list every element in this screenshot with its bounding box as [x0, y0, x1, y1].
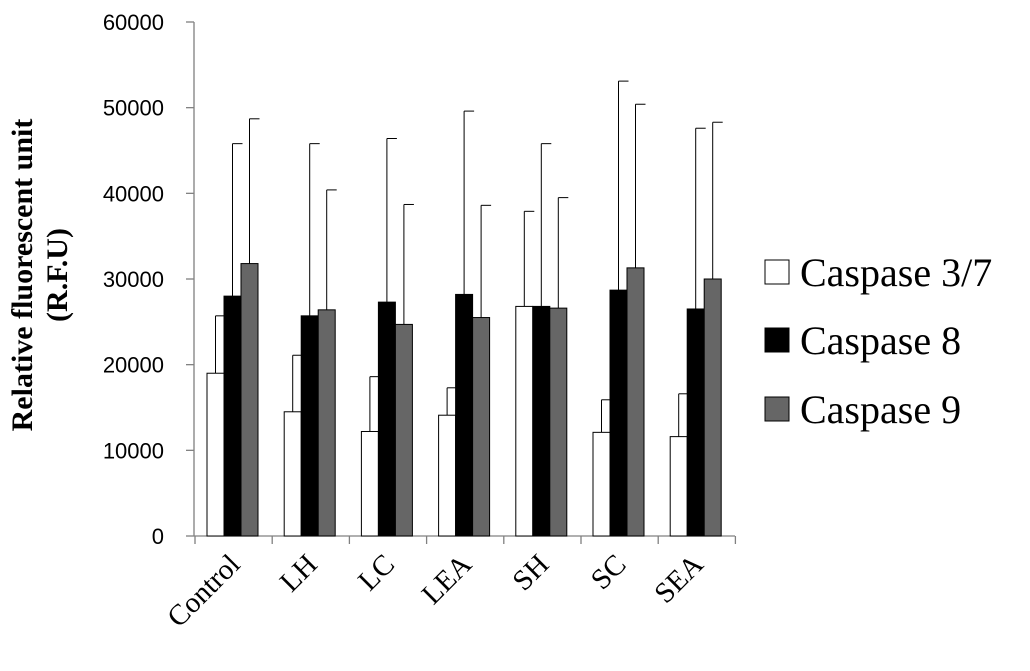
- bar-caspase-9-control: [240, 263, 259, 537]
- bar-caspase-9-sc: [626, 267, 645, 537]
- bar-caspase-3-7-lc: [360, 430, 379, 537]
- x-tick-label: LH: [274, 548, 324, 598]
- bar-caspase-8-sc: [609, 289, 628, 537]
- bar-caspase-9-lea: [472, 317, 491, 537]
- legend-swatch-caspase-8: [764, 327, 790, 353]
- x-tick-label: SEA: [648, 548, 709, 609]
- bar-caspase-3-7-control: [206, 372, 225, 537]
- y-tick-label: 40000: [103, 181, 164, 206]
- bar-caspase-8-lh: [300, 315, 319, 537]
- bar-caspase-8-sea: [686, 308, 705, 537]
- legend-label: Caspase 9: [800, 387, 961, 432]
- bar-caspase-8-lc: [377, 301, 396, 537]
- bar-caspase-9-sh: [549, 307, 568, 537]
- bar-caspase-8-control: [223, 295, 242, 537]
- x-tick-label: SH: [507, 548, 556, 597]
- bar-caspase-8-lea: [455, 293, 474, 537]
- x-tick-label: SC: [585, 548, 633, 596]
- bar-caspase-3-7-lh: [283, 411, 302, 537]
- legend-label: Caspase 8: [800, 318, 961, 363]
- bar-caspase-9-lh: [317, 309, 336, 537]
- y-axis-label-unit: (R.F.U): [41, 228, 74, 322]
- legend-swatch-caspase-3-7: [764, 259, 790, 285]
- y-tick-label: 0: [152, 524, 164, 549]
- y-tick-label: 10000: [103, 438, 164, 463]
- y-axis-label: Relative fluorescent unit: [6, 119, 39, 432]
- bar-caspase-3-7-lea: [438, 414, 457, 537]
- y-tick-label: 50000: [103, 96, 164, 121]
- x-tick-label: LEA: [416, 548, 479, 611]
- bar-caspase-3-7-sea: [669, 436, 688, 537]
- bar-caspase-3-7-sh: [515, 305, 534, 537]
- legend-swatch-caspase-9: [764, 396, 790, 422]
- y-tick-label: 60000: [103, 10, 164, 35]
- bar-caspase-9-sea: [703, 278, 722, 537]
- y-tick-label: 20000: [103, 353, 164, 378]
- y-tick-label: 30000: [103, 267, 164, 292]
- bar-caspase-9-lc: [394, 323, 413, 537]
- x-tick-label: LC: [352, 548, 401, 597]
- legend-label: Caspase 3/7: [800, 250, 992, 295]
- bar-caspase-8-sh: [532, 305, 551, 537]
- x-tick-label: Control: [161, 548, 246, 633]
- bar-caspase-3-7-sc: [592, 431, 611, 537]
